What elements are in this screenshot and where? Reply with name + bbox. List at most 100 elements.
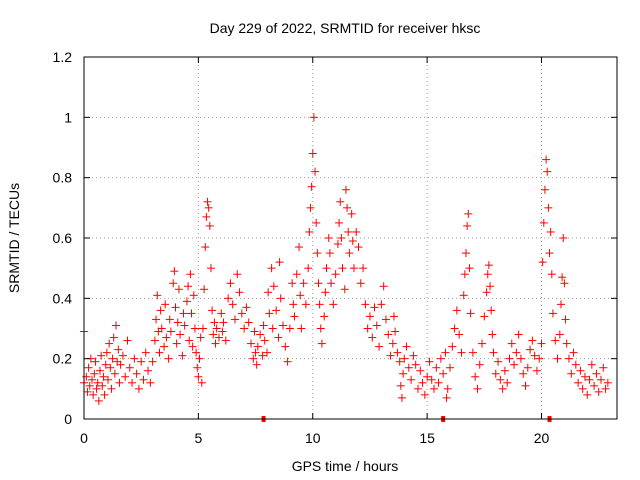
data-point (407, 375, 416, 384)
data-point (505, 354, 514, 363)
data-point (464, 209, 473, 218)
data-point (146, 378, 155, 387)
data-point (94, 396, 103, 405)
data-point (439, 369, 448, 378)
data-point (190, 324, 199, 333)
data-point (251, 348, 260, 357)
data-point (560, 279, 569, 288)
data-point (535, 354, 544, 363)
data-point (276, 294, 285, 303)
data-point (170, 267, 179, 276)
data-point (93, 378, 102, 387)
data-point (88, 375, 97, 384)
data-point (388, 339, 397, 348)
data-point (144, 366, 153, 375)
data-point (391, 327, 400, 336)
data-point (182, 297, 191, 306)
data-point (290, 312, 299, 321)
data-point (109, 333, 118, 342)
data-point (101, 360, 110, 369)
data-point (528, 336, 537, 345)
data-point (178, 351, 187, 360)
data-point (285, 324, 294, 333)
data-point (516, 354, 525, 363)
data-point (475, 360, 484, 369)
data-point (295, 243, 304, 252)
data-point (317, 339, 326, 348)
grid-lines (84, 57, 617, 419)
data-point (106, 363, 115, 372)
data-point (176, 330, 185, 339)
data-point (263, 348, 272, 357)
data-point (162, 333, 171, 342)
data-point (204, 203, 213, 212)
data-point (188, 342, 197, 351)
data-point (558, 273, 567, 282)
data-point (510, 360, 519, 369)
data-point (250, 327, 259, 336)
y-tick-label: 0 (64, 411, 72, 427)
data-point (288, 279, 297, 288)
data-point (547, 270, 556, 279)
data-point (512, 348, 521, 357)
y-tick-label: 0.4 (53, 290, 73, 306)
data-point (226, 279, 235, 288)
data-point (545, 249, 554, 258)
data-point (85, 381, 94, 390)
x-tick-label: 0 (80, 430, 88, 446)
axis-ticks (83, 56, 617, 420)
data-point (434, 378, 443, 387)
data-point (539, 218, 548, 227)
data-point (201, 243, 210, 252)
data-point (494, 357, 503, 366)
data-point (171, 303, 180, 312)
data-point (423, 372, 432, 381)
data-point (237, 309, 246, 318)
data-point (377, 300, 386, 309)
data-point (230, 315, 239, 324)
data-point (152, 315, 161, 324)
data-point (114, 345, 123, 354)
data-point (252, 360, 261, 369)
data-point (379, 282, 388, 291)
data-point (336, 197, 345, 206)
data-point (578, 384, 587, 393)
data-point (314, 279, 323, 288)
data-point (264, 288, 273, 297)
x-axis-label: GPS time / hours (292, 458, 399, 474)
data-point (150, 336, 159, 345)
data-point (507, 339, 516, 348)
data-point (123, 336, 132, 345)
data-point (115, 378, 124, 387)
data-point (393, 348, 402, 357)
y-axis-label: SRMTID / TECUs (6, 183, 22, 293)
data-point (347, 209, 356, 218)
data-point (172, 339, 181, 348)
data-point (210, 318, 219, 327)
data-point (325, 249, 334, 258)
data-point (571, 360, 580, 369)
data-point (161, 300, 170, 309)
data-point (141, 348, 150, 357)
data-point (498, 384, 507, 393)
data-point (299, 279, 308, 288)
data-point (496, 375, 505, 384)
data-point (409, 351, 418, 360)
data-point (118, 351, 127, 360)
data-point (130, 354, 139, 363)
data-point (553, 354, 562, 363)
data-point (343, 203, 352, 212)
data-point (272, 306, 281, 315)
data-point (546, 227, 555, 236)
data-point (356, 279, 365, 288)
data-point (224, 294, 233, 303)
data-point (327, 279, 336, 288)
data-point (148, 357, 157, 366)
x-tick-labels: 0 5 10 15 20 (80, 430, 549, 446)
data-point (309, 113, 318, 122)
data-point (235, 288, 244, 297)
data-point (211, 339, 220, 348)
data-point (590, 381, 599, 390)
y-tick-labels: 0 0.2 0.4 0.6 0.8 1 1.2 (53, 49, 73, 427)
data-point (189, 291, 198, 300)
